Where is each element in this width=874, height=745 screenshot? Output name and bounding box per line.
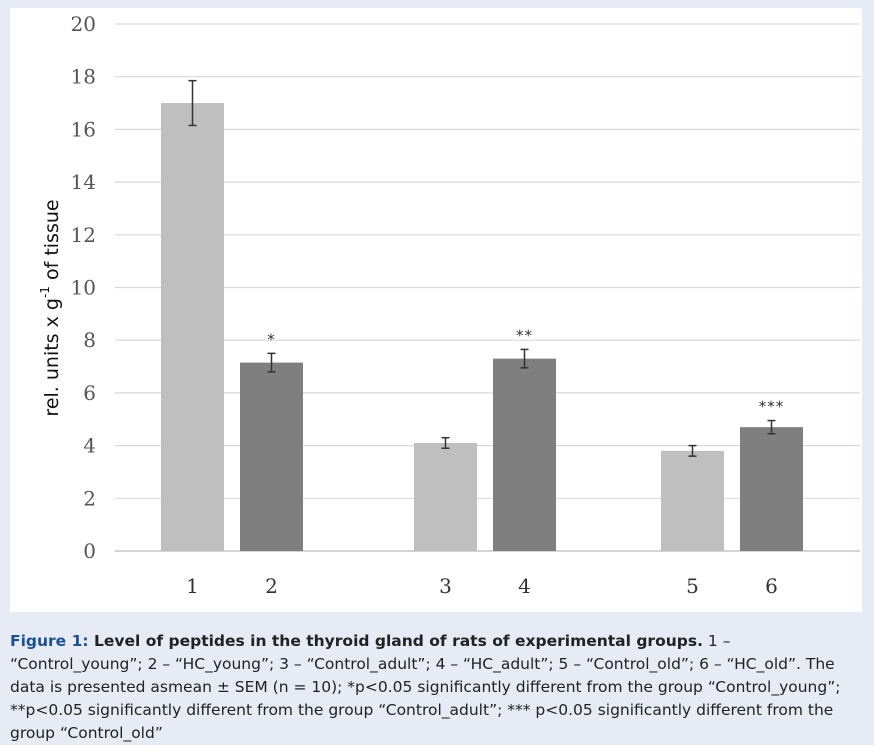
gridlines: [115, 23, 860, 552]
x-tick-label: 4: [518, 574, 531, 598]
bar-2: [240, 362, 303, 551]
bar-1: [161, 103, 224, 552]
error-bar-4: [520, 348, 529, 369]
x-tick-label: 5: [686, 574, 699, 598]
error-bar-6: [767, 419, 776, 435]
bar-4: [493, 358, 556, 551]
y-tick-label: 16: [71, 117, 96, 141]
figure-label: Figure 1: [10, 632, 83, 650]
y-tick-label: 2: [83, 486, 96, 510]
y-axis-title-suffix: of tissue: [41, 199, 63, 286]
y-axis-title-main: rel. units x g: [41, 298, 63, 417]
caption-title: Level of peptides in the thyroid gland o…: [93, 632, 703, 650]
error-bars: [188, 79, 776, 457]
x-tick-label: 3: [439, 574, 452, 598]
y-tick-label: 8: [83, 328, 96, 352]
y-tick-label: 0: [83, 539, 96, 563]
x-tick-label: 2: [265, 574, 278, 598]
y-tick-label: 12: [71, 223, 96, 247]
y-tick-label: 6: [83, 381, 96, 405]
y-tick-label: 20: [71, 12, 96, 36]
error-bar-5: [688, 444, 697, 457]
y-axis-title-superscript: -1: [38, 286, 52, 298]
bar-chart: 0 2 4 6 8 10 12 14 16 18 20 1 * 2 3 ** 4 5 *** 6 rel. units…: [38, 12, 860, 598]
figure-caption: Figure 1: Level of peptides in the thyro…: [10, 630, 866, 745]
bar-5: [661, 450, 724, 551]
y-tick-label: 18: [71, 65, 96, 89]
figure-label-colon: :: [82, 632, 94, 650]
y-axis-title: rel. units x g-1 of tissue: [38, 199, 63, 416]
labels: 0 2 4 6 8 10 12 14 16 18 20 1 * 2 3 ** 4 5 *** 6: [71, 12, 785, 598]
bar-3: [414, 442, 477, 551]
y-tick-label: 4: [83, 434, 96, 458]
significance-label: *: [267, 330, 276, 348]
significance-label: **: [516, 326, 533, 344]
figure: 0 2 4 6 8 10 12 14 16 18 20 1 * 2 3 ** 4 5 *** 6 rel. units…: [10, 8, 862, 742]
chart-panel: 0 2 4 6 8 10 12 14 16 18 20 1 * 2 3 ** 4 5 *** 6 rel. units…: [10, 8, 862, 612]
bars: [161, 103, 803, 552]
y-tick-label: 10: [71, 276, 96, 300]
error-bar-1: [188, 79, 197, 127]
x-tick-label: 6: [765, 574, 778, 598]
significance-label: ***: [759, 398, 785, 416]
y-tick-label: 14: [71, 170, 96, 194]
bar-6: [740, 427, 803, 551]
error-bar-3: [441, 436, 450, 449]
error-bar-2: [267, 352, 276, 373]
x-tick-label: 1: [186, 574, 199, 598]
